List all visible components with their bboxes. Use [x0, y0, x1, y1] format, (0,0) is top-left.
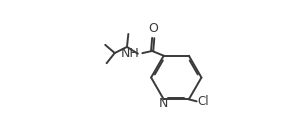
Text: N: N [159, 97, 168, 110]
Text: O: O [148, 22, 158, 35]
Text: Cl: Cl [198, 95, 209, 108]
Text: NH: NH [121, 47, 140, 60]
